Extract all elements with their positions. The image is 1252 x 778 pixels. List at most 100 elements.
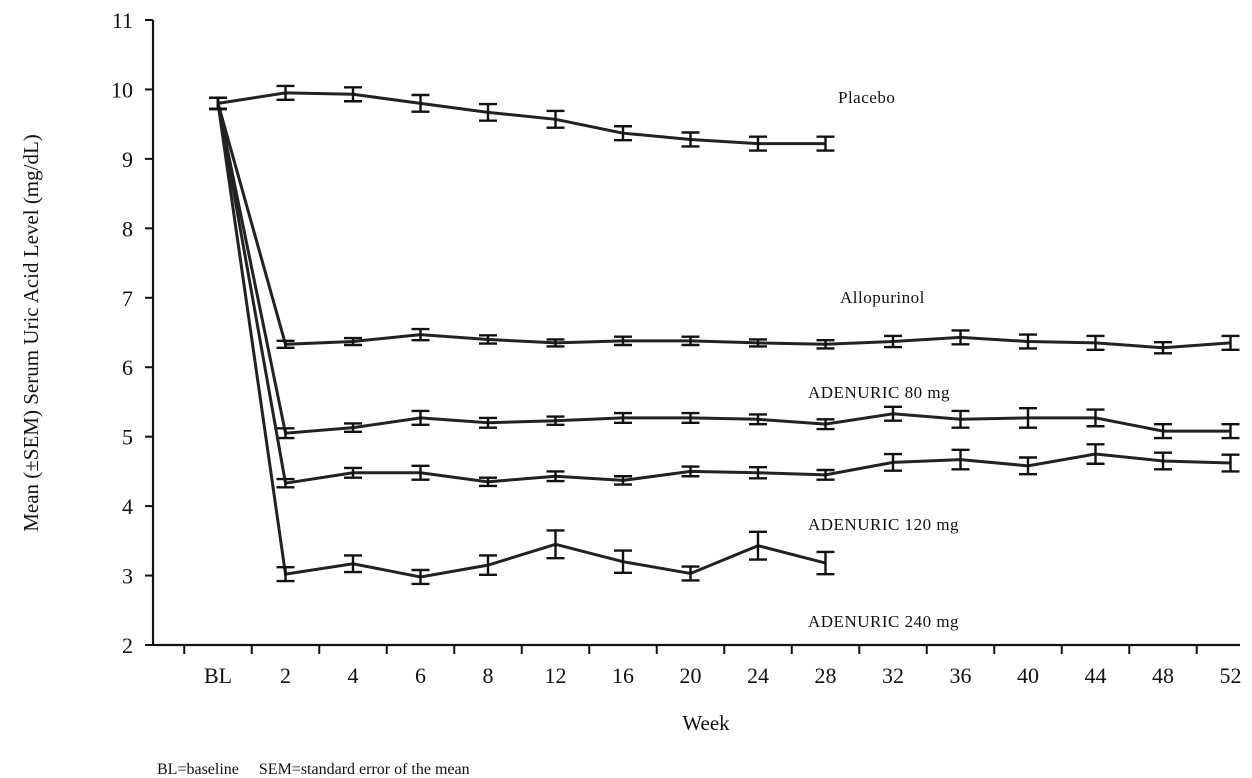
x-tick-label: 36 [950,663,972,688]
x-tick-label: 52 [1220,663,1242,688]
y-axis-ticks: 2 3 4 5 6 7 8 9 10 11 [111,8,153,658]
data-point [884,405,902,422]
data-point [749,135,767,152]
data-point [614,335,632,347]
data-point [816,418,835,431]
x-tick-label: 20 [680,663,702,688]
x-tick-label: 16 [612,663,634,688]
series-label-placebo: Placebo [838,88,895,107]
data-point [411,327,430,342]
data-point [884,334,902,349]
y-tick-label: 2 [122,633,133,658]
data-point [681,335,700,347]
x-tick-label: 4 [348,663,359,688]
data-point [1086,443,1105,465]
series-line-placebo [217,91,826,146]
series-line-allopurinol [216,102,1231,350]
series-adenuric-120-mg [209,96,1240,489]
data-point [344,554,362,574]
data-point [681,565,700,582]
data-point [479,476,497,488]
data-point [546,470,565,483]
data-point [344,336,362,347]
data-point [1019,456,1037,476]
series-adenuric-80-mg [209,96,1240,440]
data-point [951,329,970,346]
data-point [749,530,767,561]
y-tick-label: 10 [111,77,133,102]
y-tick-label: 6 [122,355,133,380]
series-label-adenuric-120: ADENURIC 120 mg [808,515,959,534]
series-line-adenuric-240-mg [216,103,826,579]
x-axis-title: Week [682,711,730,735]
data-point [1086,334,1105,352]
data-point [1221,453,1240,473]
series-label-allopurinol: Allopurinol [840,288,925,307]
data-point [479,554,497,577]
data-point [749,413,767,426]
data-point [614,549,632,574]
y-axis-title: Mean (±SEM) Serum Uric Acid Level (mg/dL… [19,134,43,532]
data-point [681,411,700,424]
data-point [276,477,295,489]
y-tick-label: 9 [122,147,133,172]
data-point [681,465,700,478]
x-tick-label: 48 [1152,663,1174,688]
x-tick-label: 24 [747,663,769,688]
data-point [816,550,835,576]
data-point [344,422,362,434]
x-tick-label: 6 [415,663,426,688]
data-point [411,409,430,427]
x-tick-label: 40 [1017,663,1039,688]
x-tick-label: 44 [1085,663,1107,688]
y-tick-label: 3 [122,564,133,589]
series-allopurinol [209,96,1240,355]
data-point [546,529,565,560]
y-tick-label: 11 [112,8,133,33]
series-placebo [209,84,835,152]
data-point [276,566,295,583]
x-axis-ticks: BL 2 4 6 8 12 16 20 24 28 32 36 40 44 48 52 [183,645,1242,688]
series-line-adenuric-80-mg [216,103,1231,435]
data-point [344,86,362,103]
data-point [411,464,430,481]
data-point [1086,408,1105,428]
data-point [749,338,767,348]
data-point [479,416,497,429]
y-tick-label: 4 [122,494,133,519]
y-tick-label: 7 [122,286,133,311]
y-tick-label: 8 [122,216,133,241]
x-tick-label: 28 [815,663,837,688]
data-point [951,448,970,471]
data-point [209,96,227,111]
footnote: BL=baseline SEM=standard error of the me… [157,761,470,778]
data-point [546,338,565,348]
data-point [1154,422,1172,440]
data-point [614,475,632,486]
x-tick-label: 12 [545,663,567,688]
series-label-adenuric-80: ADENURIC 80 mg [808,383,950,402]
data-point [276,339,295,349]
data-point [1019,406,1037,429]
data-point [1221,334,1240,352]
axes [151,20,1240,647]
data-point [749,466,767,480]
data-point [276,84,295,102]
x-tick-label: 8 [483,663,494,688]
x-tick-label: BL [204,663,232,688]
data-point [1154,451,1172,471]
data-point [1154,341,1172,355]
data-point [1221,422,1240,440]
data-point [546,415,565,427]
data-point [479,334,497,345]
x-tick-label: 2 [280,663,291,688]
series-adenuric-240-mg [209,96,835,586]
series-label-adenuric-240: ADENURIC 240 mg [808,612,959,631]
data-point [276,427,295,440]
data-point [546,109,565,129]
y-tick-label: 5 [122,425,133,450]
data-point [479,102,497,122]
data-point [816,468,835,481]
data-point [681,131,700,148]
